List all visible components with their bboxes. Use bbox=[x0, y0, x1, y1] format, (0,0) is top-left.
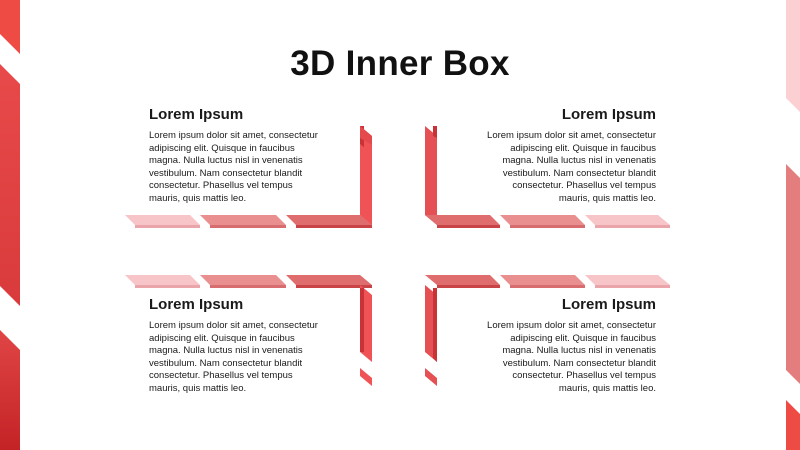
block-body: Lorem ipsum dolor sit amet, consectetur … bbox=[149, 130, 318, 204]
right-edge-ribbon-top bbox=[786, 0, 800, 112]
text-block-bottom-left: Lorem Ipsum Lorem ipsum dolor sit amet, … bbox=[149, 296, 324, 396]
right-edge-ribbon-bottom bbox=[786, 400, 800, 450]
right-edge-ribbon-middle bbox=[786, 164, 800, 384]
block-body: Lorem ipsum dolor sit amet, consectetur … bbox=[149, 320, 318, 394]
box-segment-bottom-right bbox=[425, 275, 670, 386]
box-segment-top-right bbox=[425, 126, 670, 228]
left-edge-ribbon-bottom bbox=[0, 330, 20, 450]
block-body: Lorem ipsum dolor sit amet, consectetur … bbox=[487, 320, 656, 394]
left-edge-ribbon-middle bbox=[0, 64, 20, 306]
text-block-top-right: Lorem Ipsum Lorem ipsum dolor sit amet, … bbox=[481, 106, 656, 206]
box-segment-top-left bbox=[125, 126, 372, 228]
text-block-bottom-right: Lorem Ipsum Lorem ipsum dolor sit amet, … bbox=[481, 296, 656, 396]
left-edge-ribbon-top bbox=[0, 0, 20, 54]
box-segment-bottom-left bbox=[125, 275, 372, 386]
block-heading: Lorem Ipsum bbox=[149, 106, 244, 123]
text-block-top-left: Lorem Ipsum Lorem ipsum dolor sit amet, … bbox=[149, 106, 324, 206]
slide-title: 3D Inner Box bbox=[290, 44, 510, 83]
block-heading: Lorem Ipsum bbox=[561, 296, 656, 313]
block-heading: Lorem Ipsum bbox=[561, 106, 656, 123]
block-heading: Lorem Ipsum bbox=[149, 296, 244, 313]
block-body: Lorem ipsum dolor sit amet, consectetur … bbox=[487, 130, 656, 204]
